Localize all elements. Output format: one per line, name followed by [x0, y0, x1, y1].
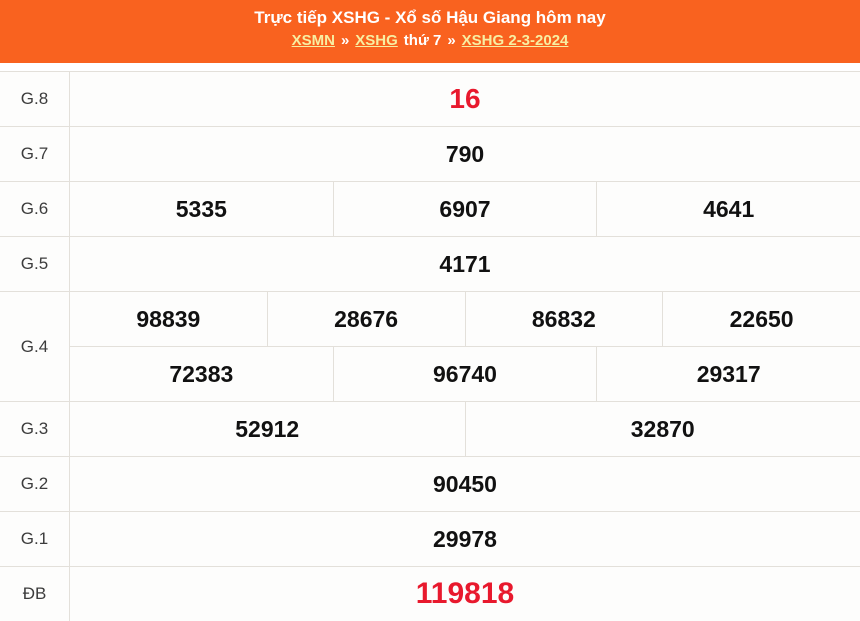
prize-number-g4-1-0: 72383 [169, 360, 234, 387]
prize-row-db: ĐB 119818 [0, 567, 860, 621]
breadcrumb-text: thứ 7 [403, 32, 442, 49]
prize-row-g8: G.8 16 [0, 72, 860, 127]
prize-numbers-g4: 98839 28676 86832 22650 72383 96740 29317 [70, 292, 860, 401]
prize-number-g7-0-0: 790 [445, 140, 485, 167]
prize-label-g3: G.3 [0, 402, 70, 456]
prize-row-g7: G.7 790 [0, 127, 860, 182]
results-table: G.8 16 G.7 790 G.6 5335 6907 4641 G.5 4171 G.4 9883… [0, 71, 860, 621]
prize-label-g7: G.7 [0, 127, 70, 181]
prize-label-g1: G.1 [0, 512, 70, 566]
prize-number-g8-0-0: 16 [449, 83, 481, 114]
prize-number-g1-0-0: 29978 [433, 525, 497, 552]
prize-line-g3-0: 52912 32870 [70, 402, 860, 456]
prize-number-g4-0-3: 22650 [662, 292, 860, 346]
prize-number-db-0-0: 119818 [415, 577, 515, 610]
prize-line-g6-0: 5335 6907 4641 [70, 182, 860, 236]
prize-row-g5: G.5 4171 [0, 237, 860, 292]
breadcrumb-separator: » [340, 32, 350, 49]
prize-row-g6: G.6 5335 6907 4641 [0, 182, 860, 237]
prize-label-db: ĐB [0, 567, 70, 621]
prize-line-g5-0: 4171 [70, 237, 860, 291]
page-title: Trực tiếp XSHG - Xổ số Hậu Giang hôm nay [254, 8, 606, 27]
prize-numbers-g6: 5335 6907 4641 [70, 182, 860, 236]
prize-number-g4-0-0: 98839 [136, 305, 201, 332]
prize-number-g4-0-2: 86832 [464, 292, 663, 346]
prize-numbers-g3: 52912 32870 [70, 402, 860, 456]
prize-number-g6-0-2: 4641 [596, 182, 860, 236]
prize-numbers-g7: 790 [70, 127, 860, 181]
breadcrumb-link-0[interactable]: XSMN [291, 32, 335, 49]
prize-label-g5: G.5 [0, 237, 70, 291]
prize-number-g2-0-0: 90450 [433, 470, 497, 497]
prize-numbers-g8: 16 [70, 72, 860, 126]
prize-row-g2: G.2 90450 [0, 457, 860, 512]
prize-number-g6-0-0: 5335 [175, 195, 227, 222]
breadcrumb-link-2[interactable]: XSHG [355, 32, 398, 49]
prize-label-g2: G.2 [0, 457, 70, 511]
breadcrumb-link-5[interactable]: XSHG 2-3-2024 [461, 32, 569, 49]
prize-label-g4: G.4 [0, 292, 70, 401]
prize-label-g8: G.8 [0, 72, 70, 126]
prize-number-g4-0-1: 28676 [266, 292, 465, 346]
prize-row-g3: G.3 52912 32870 [0, 402, 860, 457]
page-header: Trực tiếp XSHG - Xổ số Hậu Giang hôm nay… [0, 0, 860, 63]
prize-numbers-g2: 90450 [70, 457, 860, 511]
prize-number-g4-1-2: 29317 [596, 347, 860, 401]
prize-row-g1: G.1 29978 [0, 512, 860, 567]
prize-line-db-0: 119818 [70, 567, 860, 621]
prize-line-g4-0: 98839 28676 86832 22650 [70, 292, 860, 346]
prize-line-g2-0: 90450 [70, 457, 860, 511]
prize-line-g1-0: 29978 [70, 512, 860, 566]
prize-numbers-g1: 29978 [70, 512, 860, 566]
prize-number-g3-0-1: 32870 [464, 402, 860, 456]
prize-numbers-g5: 4171 [70, 237, 860, 291]
prize-line-g7-0: 790 [70, 127, 860, 181]
prize-number-g3-0-0: 52912 [235, 415, 300, 442]
prize-number-g6-0-1: 6907 [332, 182, 597, 236]
prize-number-g4-1-1: 96740 [332, 347, 597, 401]
prize-line-g8-0: 16 [70, 72, 860, 126]
breadcrumb-separator: » [447, 32, 456, 49]
breadcrumb: XSMN » XSHG thứ 7 » XSHG 2-3-2024 [0, 31, 860, 51]
prize-label-g6: G.6 [0, 182, 70, 236]
prize-number-g5-0-0: 4171 [439, 250, 491, 277]
prize-row-g4: G.4 98839 28676 86832 22650 72383 96740 29317 [0, 292, 860, 402]
prize-line-g4-1: 72383 96740 29317 [70, 346, 860, 401]
prize-numbers-db: 119818 [70, 567, 860, 621]
